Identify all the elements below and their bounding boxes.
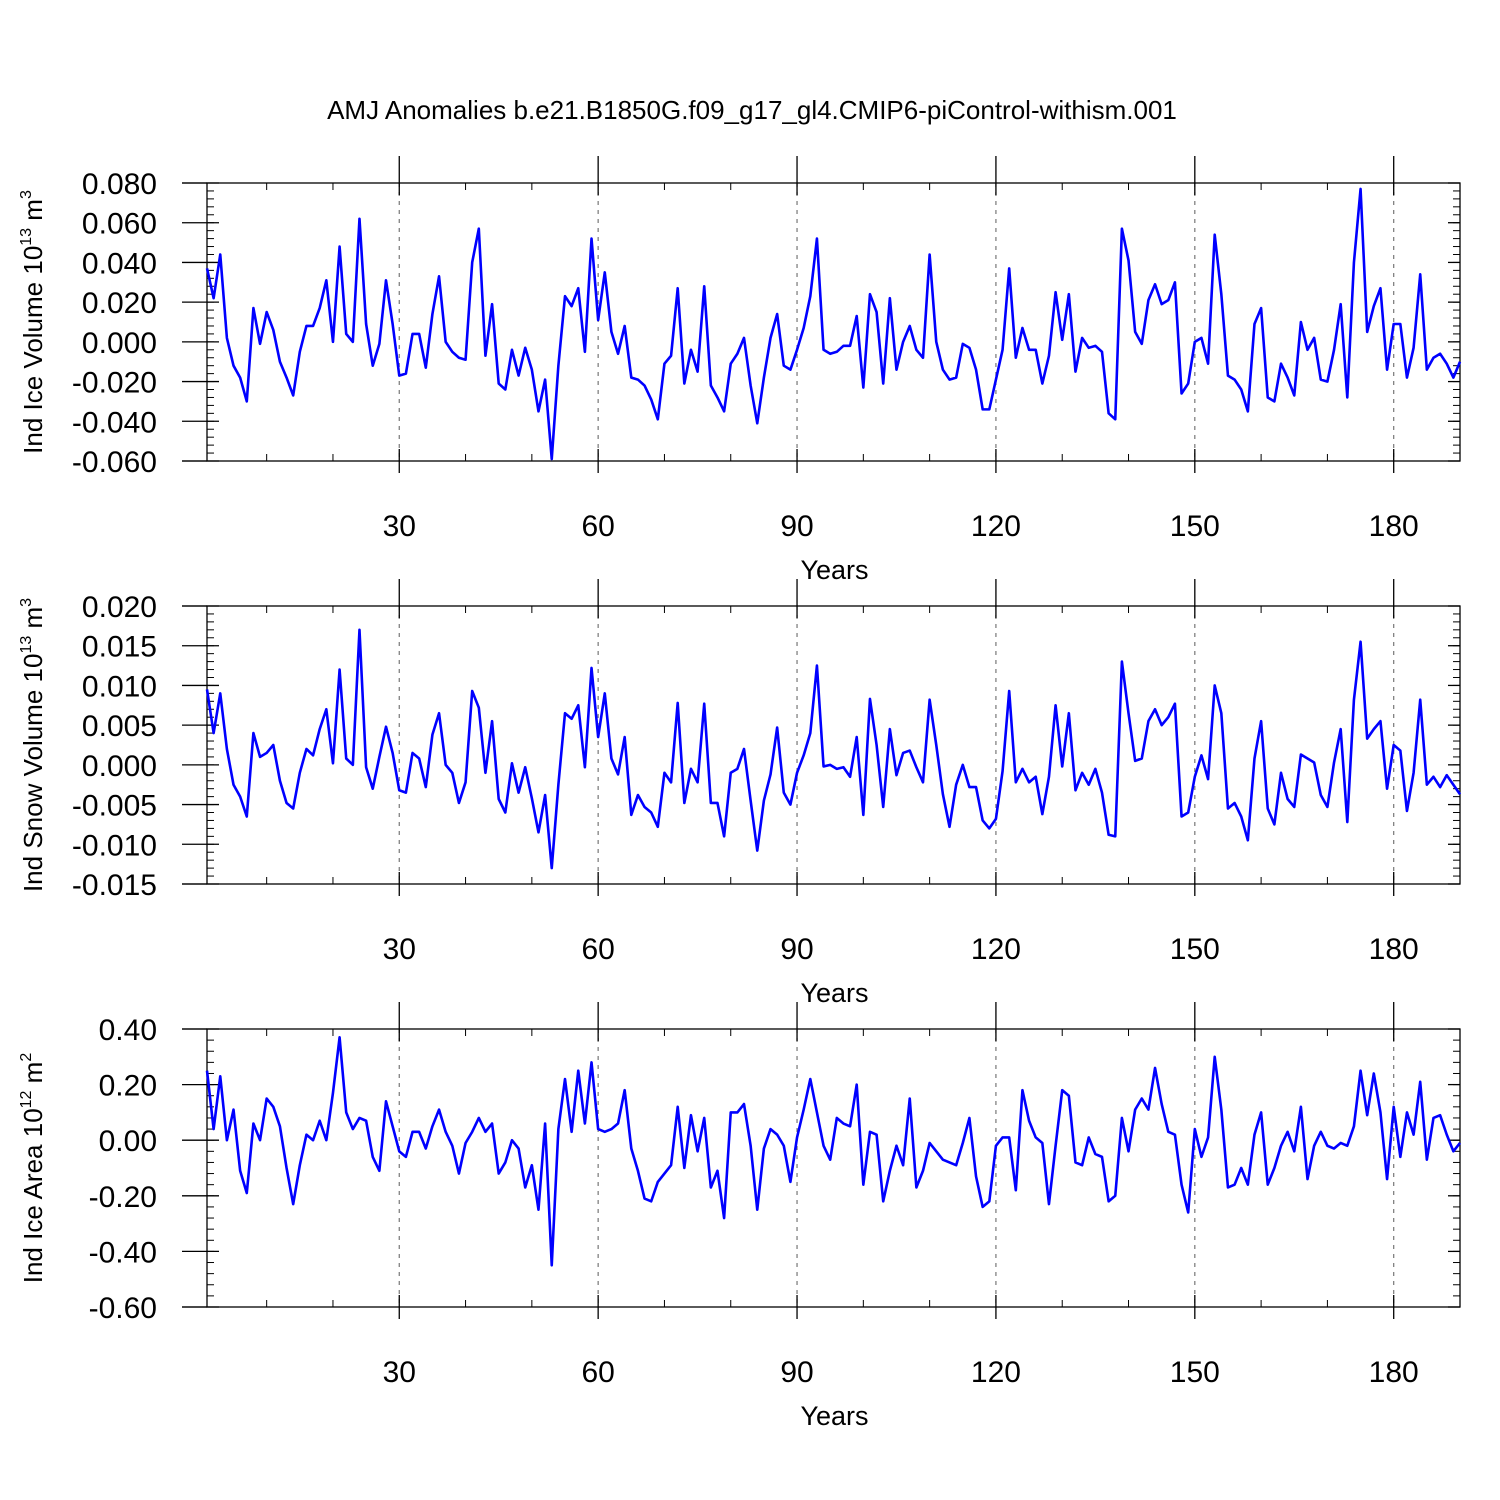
y-tick-label: -0.040	[72, 406, 157, 439]
y-axis-label-unit-exp: 2	[18, 1053, 35, 1062]
y-tick-label: 0.40	[99, 1014, 157, 1047]
y-axis-label-exp: 13	[18, 228, 35, 246]
y-tick-label: -0.60	[89, 1292, 157, 1325]
x-tick-label: 180	[1369, 1356, 1419, 1389]
panel-1: 30 60 90 120 150 180 -0.060 -0.040 -0.020 0.000 0.…	[18, 156, 1462, 585]
y-axis-label-unit: m	[18, 199, 48, 228]
panel-2: 30 60 90 120 150 180 -0.015 -0.010 -0.005 0.000 0.…	[18, 579, 1462, 1008]
y-axis-label: Ind Snow Volume 1013 m3	[18, 598, 48, 892]
x-tick-label: 60	[581, 1356, 614, 1389]
y-tick-label: 0.20	[99, 1070, 157, 1103]
y-tick-label: -0.20	[89, 1181, 157, 1214]
panels: 30 60 90 120 150 180 -0.060 -0.040 -0.020 0.000 0.…	[18, 156, 1462, 1431]
x-tick-label: 30	[383, 933, 416, 966]
x-tick-label: 180	[1369, 510, 1419, 543]
plot-frame	[206, 605, 1461, 885]
y-tick-label: -0.020	[72, 367, 157, 400]
y-tick-label: 0.010	[82, 670, 157, 703]
x-tick-label: 30	[383, 1356, 416, 1389]
y-axis-label-exp: 13	[18, 636, 35, 654]
x-tick-label: 150	[1170, 510, 1220, 543]
y-axis-label-unit: m	[18, 1062, 48, 1091]
series-line-2	[205, 628, 1462, 870]
x-axis-label: Years	[800, 555, 868, 585]
plot-frame	[206, 1028, 1461, 1308]
y-tick-label: -0.060	[72, 446, 157, 479]
y-tick-label: -0.010	[72, 829, 157, 862]
x-tick-label: 90	[780, 1356, 813, 1389]
plot-frame	[206, 182, 1461, 462]
x-tick-label: 60	[581, 510, 614, 543]
figure-title: AMJ Anomalies b.e21.B1850G.f09_g17_gl4.C…	[327, 95, 1177, 125]
x-tick-label: 60	[581, 933, 614, 966]
y-tick-label: 0.020	[82, 287, 157, 320]
x-tick-label: 180	[1369, 933, 1419, 966]
x-tick-label: 90	[780, 933, 813, 966]
x-tick-label: 30	[383, 510, 416, 543]
y-axis-label-prefix: Ind Ice Area 10	[18, 1108, 48, 1283]
y-axis-label-exp: 12	[18, 1090, 35, 1108]
x-axis-label: Years	[800, 1401, 868, 1431]
y-axis-label-prefix: Ind Ice Volume 10	[18, 246, 48, 454]
y-axis-label-unit-exp: 3	[18, 598, 35, 607]
y-axis-label-unit: m	[18, 607, 48, 636]
x-tick-label: 120	[971, 510, 1021, 543]
series-line-1	[205, 187, 1462, 461]
y-axis-label-prefix: Ind Snow Volume 10	[18, 654, 48, 893]
panel-3: 30 60 90 120 150 180 -0.60 -0.40 -0.20 0.00 0.20 0.…	[18, 1002, 1462, 1431]
y-tick-label: 0.000	[82, 327, 157, 360]
y-tick-label: 0.00	[99, 1125, 157, 1158]
x-tick-label: 90	[780, 510, 813, 543]
y-tick-label: -0.005	[72, 790, 157, 823]
y-tick-label: 0.000	[82, 750, 157, 783]
y-axis-label: Ind Ice Area 1012 m2	[18, 1053, 48, 1284]
x-tick-label: 120	[971, 933, 1021, 966]
x-axis-label: Years	[800, 978, 868, 1008]
y-tick-label: 0.005	[82, 710, 157, 743]
x-tick-label: 150	[1170, 933, 1220, 966]
y-axis-label: Ind Ice Volume 1013 m3	[18, 190, 48, 454]
y-tick-label: 0.060	[82, 208, 157, 241]
x-tick-label: 150	[1170, 1356, 1220, 1389]
y-tick-label: 0.080	[82, 168, 157, 201]
y-axis-label-unit-exp: 3	[18, 190, 35, 199]
series-line-3	[205, 1036, 1462, 1267]
y-tick-label: 0.020	[82, 591, 157, 624]
y-tick-label: 0.040	[82, 247, 157, 280]
y-tick-label: -0.40	[89, 1236, 157, 1269]
y-tick-label: -0.015	[72, 869, 157, 902]
x-tick-label: 120	[971, 1356, 1021, 1389]
y-tick-label: 0.015	[82, 631, 157, 664]
